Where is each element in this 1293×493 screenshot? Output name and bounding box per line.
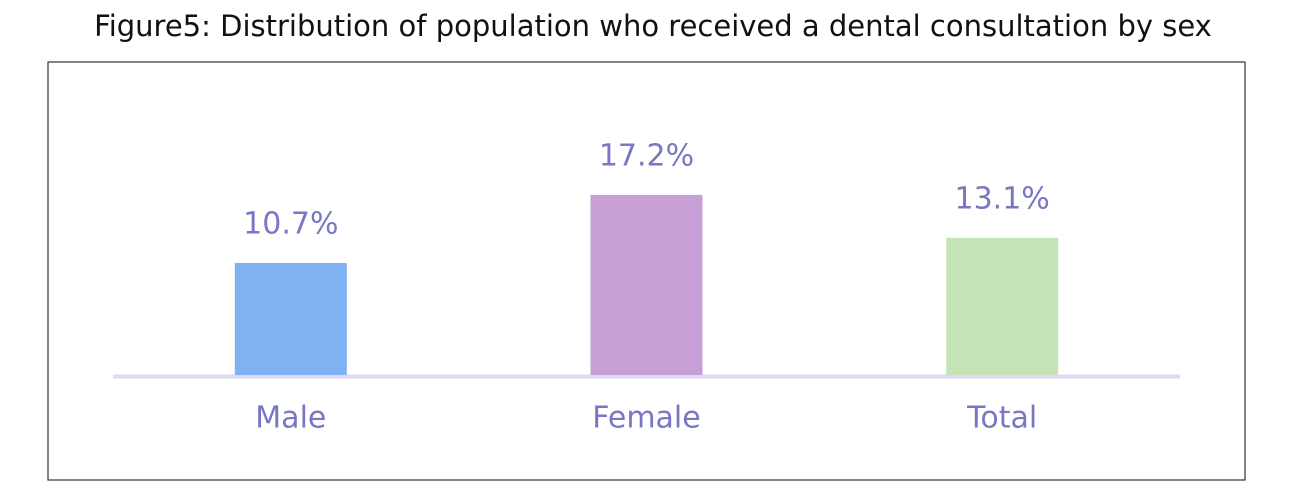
value-label: 13.1% (955, 181, 1050, 216)
plot-frame (47, 61, 1246, 481)
bar (234, 262, 347, 375)
value-label: 17.2% (599, 138, 694, 173)
chart-title: Figure5: Distribution of population who … (94, 9, 1212, 43)
value-label: 10.7% (243, 206, 338, 241)
x-tick-label: Total (966, 401, 1037, 436)
x-tick-label: Male (255, 401, 326, 436)
bar (946, 237, 1059, 375)
x-tick-label: Female (592, 401, 700, 436)
bar (590, 194, 703, 375)
